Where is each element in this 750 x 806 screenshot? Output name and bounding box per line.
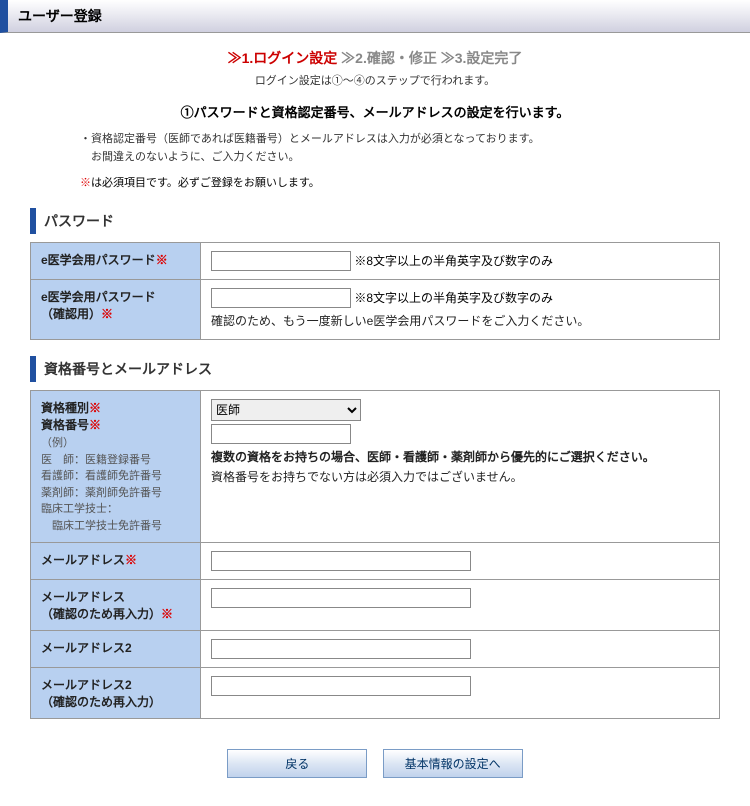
password-cell: ※8文字以上の半角英字及び数字のみ	[201, 243, 720, 280]
password-confirm-label: e医学会用パスワード （確認用）※	[31, 280, 201, 340]
step-3: ≫3.設定完了	[441, 50, 523, 66]
email-confirm-cell	[201, 580, 720, 631]
back-button[interactable]: 戻る	[227, 749, 367, 778]
required-mark: ※	[80, 177, 91, 189]
lead-text: ①パスワードと資格認定番号、メールアドレスの設定を行います。	[30, 102, 720, 121]
password-table: e医学会用パスワード※ ※8文字以上の半角英字及び数字のみ e医学会用パスワード…	[30, 242, 720, 340]
button-row: 戻る 基本情報の設定へ	[30, 735, 720, 786]
step-2: ≫2.確認・修正	[341, 50, 437, 66]
step-1: ≫1.ログイン設定	[228, 50, 338, 66]
qualification-table: 資格種別※ 資格番号※ （例） 医 師：医籍登録番号 看護師：看護師免許番号 薬…	[30, 390, 720, 719]
email2-label: メールアドレス2	[31, 631, 201, 668]
table-row: e医学会用パスワード※ ※8文字以上の半角英字及び数字のみ	[31, 243, 720, 280]
notes-line-2: お間違えのないように、ご入力ください。	[80, 149, 670, 167]
required-note: ※は必須項目です。必ずご登録をお願いします。	[80, 174, 670, 190]
email2-input[interactable]	[211, 639, 471, 659]
password-confirm-hint2: 確認のため、もう一度新しいe医学会用パスワードをご入力ください。	[211, 312, 709, 331]
step-subtext: ログイン設定は①～④のステップで行われます。	[30, 72, 720, 88]
table-row: メールアドレス （確認のため再入力）※	[31, 580, 720, 631]
step-indicator: ≫1.ログイン設定 ≫2.確認・修正 ≫3.設定完了	[30, 48, 720, 68]
qualification-cell: 医師 複数の資格をお持ちの場合、医師・看護師・薬剤師から優先的にご選択ください。…	[201, 391, 720, 543]
next-button[interactable]: 基本情報の設定へ	[383, 749, 523, 778]
email-cell	[201, 543, 720, 580]
notes: ・資格認定番号（医師であれば医籍番号）とメールアドレスは入力が必須となっておりま…	[80, 131, 670, 166]
qualification-desc: 複数の資格をお持ちの場合、医師・看護師・薬剤師から優先的にご選択ください。 資格…	[211, 448, 709, 486]
table-row: 資格種別※ 資格番号※ （例） 医 師：医籍登録番号 看護師：看護師免許番号 薬…	[31, 391, 720, 543]
email2-confirm-cell	[201, 668, 720, 719]
password-confirm-cell: ※8文字以上の半角英字及び数字のみ 確認のため、もう一度新しいe医学会用パスワー…	[201, 280, 720, 340]
qualification-type-select[interactable]: 医師	[211, 399, 361, 421]
section-qualification-title: 資格番号とメールアドレス	[30, 356, 720, 382]
page-title: ユーザー登録	[18, 8, 102, 24]
content: ≫1.ログイン設定 ≫2.確認・修正 ≫3.設定完了 ログイン設定は①～④のステ…	[0, 33, 750, 806]
notes-line-1: ・資格認定番号（医師であれば医籍番号）とメールアドレスは入力が必須となっておりま…	[80, 131, 670, 149]
email-confirm-label: メールアドレス （確認のため再入力）※	[31, 580, 201, 631]
required-note-text: は必須項目です。必ずご登録をお願いします。	[91, 177, 320, 189]
page: ユーザー登録 ≫1.ログイン設定 ≫2.確認・修正 ≫3.設定完了 ログイン設定…	[0, 0, 750, 806]
password-label: e医学会用パスワード※	[31, 243, 201, 280]
qualification-number-input[interactable]	[211, 424, 351, 444]
email-input[interactable]	[211, 551, 471, 571]
password-input[interactable]	[211, 251, 351, 271]
section-password-title: パスワード	[30, 208, 720, 234]
email2-confirm-input[interactable]	[211, 676, 471, 696]
email2-confirm-label: メールアドレス2 （確認のため再入力）	[31, 668, 201, 719]
email-label: メールアドレス※	[31, 543, 201, 580]
password-confirm-hint1: ※8文字以上の半角英字及び数字のみ	[354, 291, 553, 305]
qualification-examples: （例） 医 師：医籍登録番号 看護師：看護師免許番号 薬剤師：薬剤師免許番号 臨…	[41, 435, 190, 534]
table-row: メールアドレス2 （確認のため再入力）	[31, 668, 720, 719]
table-row: メールアドレス2	[31, 631, 720, 668]
table-row: メールアドレス※	[31, 543, 720, 580]
password-hint: ※8文字以上の半角英字及び数字のみ	[354, 254, 553, 268]
table-row: e医学会用パスワード （確認用）※ ※8文字以上の半角英字及び数字のみ 確認のた…	[31, 280, 720, 340]
qualification-label: 資格種別※ 資格番号※ （例） 医 師：医籍登録番号 看護師：看護師免許番号 薬…	[31, 391, 201, 543]
password-confirm-input[interactable]	[211, 288, 351, 308]
email-confirm-input[interactable]	[211, 588, 471, 608]
page-title-bar: ユーザー登録	[0, 0, 750, 33]
email2-cell	[201, 631, 720, 668]
